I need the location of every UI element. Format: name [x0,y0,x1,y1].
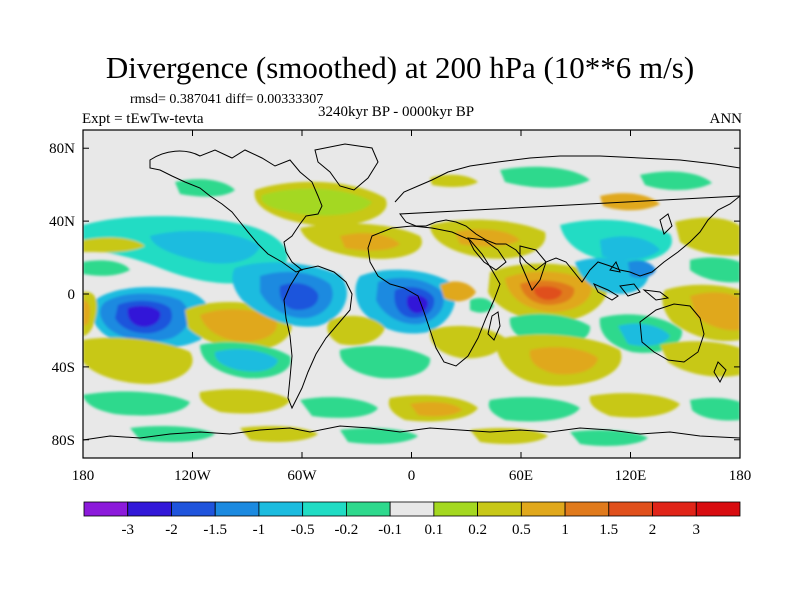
field-region [83,300,91,326]
coastline-south-america [283,265,353,410]
field-region [327,315,385,346]
field-region [200,309,277,342]
field-region [500,166,590,188]
colorbar-label: 1 [561,522,569,538]
colorbar: -3 -2 -1.5 -1 -0.5 -0.2 -0.1 0.1 0.2 0.5 1 1.5 2 3 [83,501,741,538]
colorbar-label: 0.1 [424,522,443,538]
colorbar-swatch [171,501,216,517]
x-tick-label: 0 [408,468,416,484]
colorbar-label: -1 [253,522,266,538]
field-region [529,347,598,375]
colorbar-swatch [345,501,391,517]
coastline-australia [639,303,705,363]
x-tick-label: 180 [729,468,752,484]
field-region [600,236,660,260]
colorbar-swatch [652,501,697,517]
coastline-north-america [149,149,323,273]
field-region [300,397,378,418]
coastline-new-zealand [713,361,727,384]
coastline-india [519,245,547,291]
colorbar-label: -0.1 [378,522,402,538]
field-region [199,389,290,414]
coastline-eurasia [394,155,740,283]
field-region [339,345,431,379]
colorbar-swatch [520,501,566,517]
colorbar-label: -3 [121,522,134,538]
colorbar-swatch [83,501,129,517]
x-tick-label: 120W [174,468,212,484]
colorbar-label: -0.5 [291,522,315,538]
x-tick-label: 60W [287,468,317,484]
colorbar-swatch [477,501,522,517]
field-region [690,257,740,283]
field-region [83,391,190,416]
coastline-africa [367,225,501,367]
x-tick-label: 60E [509,468,533,484]
field-region [83,237,145,253]
colorbar-swatch [389,501,435,517]
colorbar-swatch [127,501,172,517]
colorbar-label: 1.5 [599,522,618,538]
field-region [455,229,520,247]
chart-title: Divergence (smoothed) at 200 hPa (10**6 … [105,50,695,85]
field-region [429,325,505,359]
field-region [83,260,130,276]
colorbar-swatch [608,501,653,517]
colorbar-swatch [302,501,347,517]
colorbar-label: -0.2 [335,522,359,538]
field-region [640,171,712,191]
field-region [690,292,740,331]
field-region [261,188,372,216]
field-region [570,430,648,446]
colorbar-label: 0.2 [468,522,487,538]
field-region [430,174,478,187]
y-tick-label: 80N [49,141,75,157]
field-region [127,305,161,327]
divergence-field [83,166,740,446]
y-tick-label: 40N [49,214,75,230]
y-tick-label: 40S [52,360,75,376]
x-tick-label: 120E [615,468,647,484]
colorbar-label: -1.5 [203,522,227,538]
time-range-label: 3240kyr BP - 0000kyr BP [318,104,475,120]
field-region [660,341,740,377]
coastline-maritime-continent [592,260,670,301]
experiment-label: Expt = tEwTw-tevta [82,111,204,127]
field-region [214,349,278,372]
field-region [440,281,476,302]
colorbar-label: 0.5 [512,522,531,538]
coastline-madagascar [487,311,501,341]
field-region [410,402,462,417]
field-region [279,283,319,310]
axes: 180 120W 60W 0 60E 120E 180 80N 40N 0 40S 80S [49,130,751,484]
coastline-arabia [467,237,507,271]
stats-text: rmsd= 0.387041 diff= 0.00333307 [130,92,324,107]
colorbar-label: -2 [165,522,178,538]
y-tick-label: 80S [52,433,75,449]
x-tick-label: 180 [72,468,95,484]
colorbar-label: 3 [693,522,701,538]
field-region [488,397,580,422]
colorbar-swatch [695,501,741,517]
field-region [690,397,740,421]
colorbar-swatch [433,501,479,517]
field-region [589,393,680,418]
field-region [618,323,670,346]
coastline-greenland [314,143,379,191]
colorbar-swatch [214,501,260,517]
season-label: ANN [709,111,743,127]
field-region [83,337,193,384]
coastline-antarctica [83,425,740,441]
y-tick-label: 0 [68,287,76,303]
coastlines [83,143,740,441]
colorbar-label: 2 [649,522,657,538]
field-region [470,298,494,313]
field-region [150,231,260,264]
colorbar-swatch [258,501,304,517]
field-region [533,286,562,300]
coastline-japan [659,213,673,235]
colorbar-swatch [564,501,610,517]
field-region [675,217,740,256]
